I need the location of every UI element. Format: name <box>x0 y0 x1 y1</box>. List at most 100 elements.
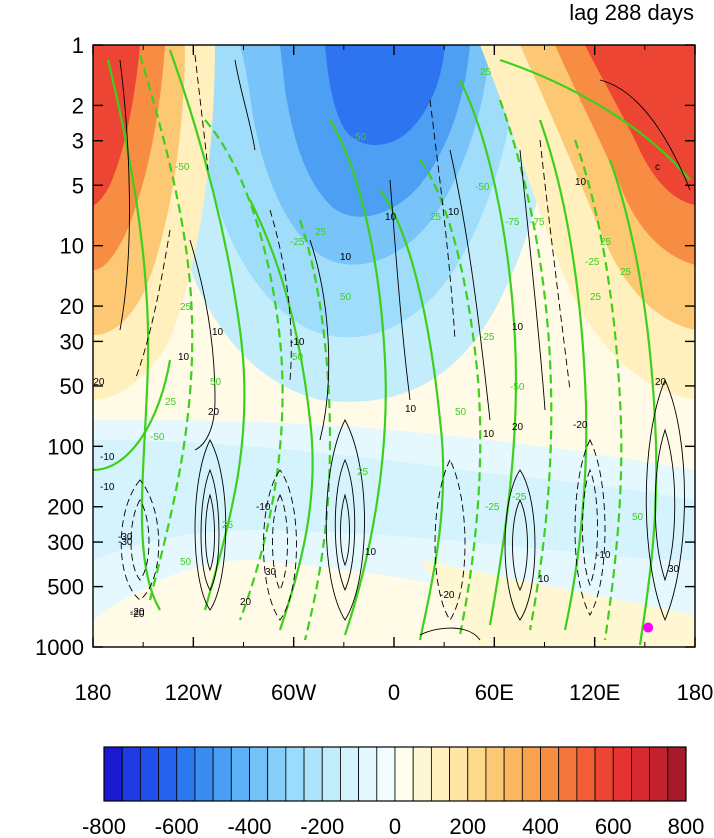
contour-label: -25 <box>290 237 305 248</box>
colorbar-label: 0 <box>389 814 401 838</box>
colorbar-swatch <box>558 746 578 802</box>
black-contour <box>309 239 330 441</box>
contour-label: -25 <box>485 502 500 513</box>
contour-label: 25 <box>357 467 369 478</box>
contour-label: -10 <box>290 337 305 348</box>
contour-label: -50 <box>510 382 525 393</box>
contour-label: 25 <box>430 212 442 223</box>
black-contour <box>512 498 528 592</box>
colorbar-swatch <box>139 746 159 802</box>
contour-label: -10 <box>100 482 115 493</box>
black-contour <box>429 99 456 341</box>
black-contour <box>263 469 297 621</box>
y-tick-label: 1000 <box>35 635 84 660</box>
colorbar-label: -800 <box>82 814 126 838</box>
y-tick-label: 200 <box>47 495 84 520</box>
colorbar-swatch <box>358 746 378 802</box>
y-tick-label: 100 <box>47 434 84 459</box>
colorbar-label: 600 <box>595 814 632 838</box>
green-contour <box>538 119 588 631</box>
colorbar-swatch <box>449 746 469 802</box>
colorbar-swatch <box>194 746 214 802</box>
colorbar-swatch <box>303 746 323 802</box>
colorbar-swatch <box>376 746 396 802</box>
black-contour <box>519 149 546 411</box>
contour-label: 50 <box>180 557 192 568</box>
contour-label: 10 <box>212 327 224 338</box>
black-contour <box>189 239 216 451</box>
colorbar-swatch <box>230 746 250 802</box>
contour-label: -30 <box>118 537 133 548</box>
colorbar-swatch <box>212 746 232 802</box>
black-contour <box>200 468 220 591</box>
colorbar-label: -400 <box>227 814 271 838</box>
contour-label: 25 <box>165 397 177 408</box>
contour-label: -30 <box>118 532 133 543</box>
contour-label: -20 <box>130 607 145 618</box>
x-tick-label: 120W <box>165 680 223 705</box>
y-axis: 1 2 3 5 10 20 30 50 100 200 300 500 1000 <box>35 33 695 660</box>
colorbar-swatch <box>631 746 651 802</box>
contour-label: 10 <box>448 207 460 218</box>
contour-label: -25 <box>512 492 527 503</box>
contour-label: 10 <box>340 252 352 263</box>
y-tick-label: 500 <box>47 575 84 600</box>
green-contour <box>168 49 246 611</box>
black-contour <box>325 419 365 621</box>
contour-label: 20 <box>655 377 667 388</box>
colorbar-label: -600 <box>155 814 199 838</box>
y-tick-label: 300 <box>47 530 84 555</box>
contour-label: 50 <box>355 132 367 143</box>
green-contour <box>93 359 172 472</box>
y-tick-label: 1 <box>72 33 84 58</box>
contour-label: 50 <box>632 512 644 523</box>
colorbar-swatch <box>285 746 305 802</box>
colorbar-label: 200 <box>449 814 486 838</box>
black-contour <box>205 493 215 572</box>
x-tick-label: 180 <box>75 680 112 705</box>
contour-label: 25 <box>222 520 234 531</box>
colorbar-swatch <box>249 746 269 802</box>
colorbar-swatch <box>503 746 523 802</box>
black-contour <box>389 179 411 401</box>
black-contour <box>334 458 356 592</box>
colorbar-label: -200 <box>300 814 344 838</box>
x-tick-label: 60E <box>475 680 514 705</box>
x-axis: 180 120W 60W 0 60E 120E 180 <box>75 45 713 705</box>
contour-label: 25 <box>315 227 327 238</box>
x-tick-label: 0 <box>388 680 400 705</box>
contour-label: -25 <box>480 332 495 343</box>
contour-label: 25 <box>180 302 192 313</box>
colorbar-swatch <box>485 746 505 802</box>
contour-label: 50 <box>455 407 467 418</box>
green-contour <box>499 58 691 181</box>
black-contour <box>269 209 292 381</box>
chart-title: lag 288 days <box>569 0 694 25</box>
contour-label: 25 <box>620 267 632 278</box>
location-marker <box>643 622 654 633</box>
green-contour <box>298 219 332 641</box>
contour-label: 30 <box>265 567 277 578</box>
colorbar-label: 400 <box>522 814 559 838</box>
contour-label: 10 <box>385 212 397 223</box>
colorbar-swatch <box>412 746 432 802</box>
contour-label: -20 <box>130 609 145 620</box>
contour-label: 50 <box>292 352 304 363</box>
green-contour <box>379 189 445 641</box>
contour-label: 10 <box>512 322 524 333</box>
y-tick-label: 2 <box>72 93 84 118</box>
green-contour <box>138 54 194 601</box>
y-tick-label: 20 <box>60 294 84 319</box>
green-contour <box>608 159 658 646</box>
contour-label: 10 <box>365 547 377 558</box>
black-contours <box>119 54 691 641</box>
contour-label: 10 <box>538 574 550 585</box>
black-contour <box>272 493 288 592</box>
contour-label: 50 <box>210 377 222 388</box>
contour-label: -10 <box>100 452 115 463</box>
black-contour <box>504 469 536 621</box>
colorbar-swatch <box>103 746 123 802</box>
plot-area: -10 10 -20 20 -30 30 -10 10 -20 20 -10 1… <box>93 45 695 647</box>
black-contour <box>119 59 130 331</box>
